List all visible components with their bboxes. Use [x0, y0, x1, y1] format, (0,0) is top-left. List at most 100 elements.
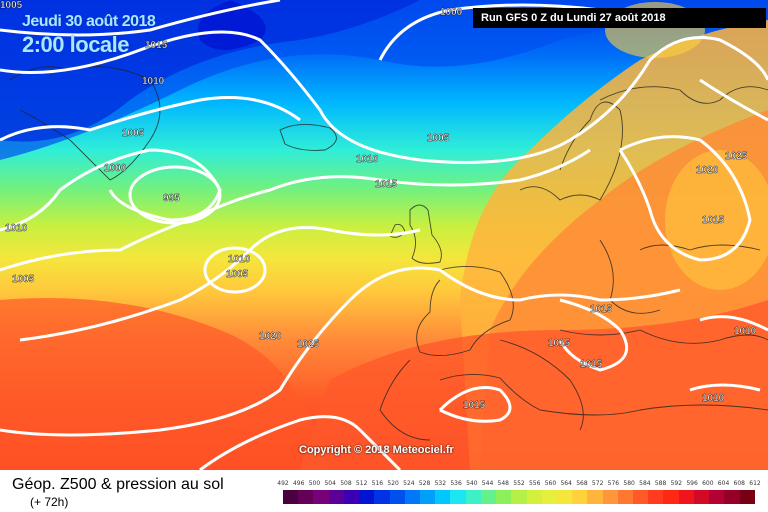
scale-swatch — [496, 490, 512, 504]
scale-label: 504 — [324, 480, 336, 487]
isobar-label: 1015 — [145, 40, 168, 51]
scale-swatch — [374, 490, 390, 504]
scale-swatch — [709, 490, 725, 504]
isobar-label: 1010 — [5, 223, 28, 234]
scale-swatch — [587, 490, 603, 504]
scale-swatch — [633, 490, 649, 504]
scale-swatch — [693, 490, 710, 504]
scale-label: 508 — [340, 480, 352, 487]
ridge-med — [300, 300, 768, 470]
isobar-label: 1010 — [702, 393, 725, 404]
isobar-label: 1010 — [356, 154, 379, 165]
scale-label: 568 — [576, 480, 588, 487]
isobar-label: 1005 — [122, 128, 145, 139]
scale-swatch — [511, 490, 527, 504]
scale-label: 528 — [418, 480, 431, 487]
scale-label: 532 — [434, 480, 447, 487]
scale-swatch — [283, 490, 299, 504]
run-info: Run GFS 0 Z du Lundi 27 août 2018 — [473, 8, 766, 28]
scale-swatch — [663, 490, 679, 504]
scale-label: 544 — [481, 480, 494, 487]
scale-swatch — [724, 490, 740, 504]
scale-label: 516 — [371, 480, 384, 487]
scale-label: 608 — [733, 480, 745, 487]
scale-label: 604 — [717, 480, 730, 487]
scale-label: 512 — [355, 480, 368, 487]
isobar-label: 1005 — [427, 133, 450, 144]
scale-swatch — [465, 490, 481, 504]
high-russia — [665, 150, 768, 290]
scale-label: 548 — [497, 480, 509, 487]
scale-swatch — [480, 490, 497, 504]
scale-swatch — [313, 490, 329, 504]
forecast-date: Jeudi 30 août 2018 — [22, 13, 156, 30]
scale-swatch — [389, 490, 405, 504]
weather-map: 1000 1015 1010 1005 1000 995 1010 1005 1… — [0, 0, 768, 470]
scale-label: 540 — [466, 480, 478, 487]
isobar-label: 1000 — [104, 163, 127, 174]
isobar-label: 1025 — [725, 151, 748, 162]
legend-subtitle: (+ 72h) — [30, 495, 69, 509]
scale-label: 536 — [450, 480, 462, 487]
scale-swatch — [419, 490, 436, 504]
scale-label: 572 — [591, 480, 604, 487]
scale-label: 592 — [670, 480, 683, 487]
scale-label: 556 — [528, 480, 541, 487]
map-canvas: 1000 1015 1010 1005 1000 995 1010 1005 1… — [0, 0, 768, 470]
scale-swatch — [739, 490, 755, 504]
isobar-label: 1015 — [463, 400, 486, 411]
isobar-label: 1020 — [259, 331, 282, 342]
legend-title: Géop. Z500 & pression au sol — [12, 476, 224, 493]
scale-label: 564 — [560, 480, 572, 487]
scale-swatch — [359, 490, 375, 504]
scale-swatch — [526, 490, 542, 504]
isobar-label: 1020 — [696, 165, 719, 176]
scale-label: 492 — [277, 480, 289, 487]
ridge-sw — [0, 298, 330, 470]
scale-label: 560 — [544, 480, 557, 487]
isobar-label: 1015 — [548, 338, 571, 349]
isobar-label: 1015 — [375, 179, 398, 190]
isobar-label: 1000 — [440, 7, 463, 18]
scale-label: 520 — [387, 480, 399, 487]
legend-panel: Géop. Z500 & pression au sol (+ 72h) 492… — [0, 470, 768, 512]
scale-swatch — [556, 490, 573, 504]
isobar-label: 1005 — [12, 274, 35, 285]
isobar-label: 1005 — [226, 269, 249, 280]
scale-label: 496 — [292, 480, 305, 487]
copyright: Copyright © 2018 Meteociel.fr — [299, 444, 454, 456]
isobar-lines — [0, 0, 768, 470]
scale-label: 588 — [654, 480, 667, 487]
scale-label: 552 — [513, 480, 525, 487]
isobar-label: 1005 — [0, 0, 23, 11]
scale-label: 580 — [623, 480, 635, 487]
isobar-label: 1010 — [734, 326, 757, 337]
isobar-label: 1025 — [297, 339, 320, 350]
scale-swatch — [572, 490, 588, 504]
scale-swatch — [648, 490, 664, 504]
scale-swatch — [404, 490, 420, 504]
isobar-label: 995 — [163, 193, 180, 204]
scale-swatch — [298, 490, 314, 504]
scale-label: 576 — [607, 480, 620, 487]
forecast-time: 2:00 locale — [22, 32, 130, 57]
scale-swatch — [450, 490, 466, 504]
scale-swatch — [541, 490, 557, 504]
isobar-label: 1010 — [142, 76, 165, 87]
scale-label: 584 — [639, 480, 651, 487]
isobar-label: 1015 — [590, 304, 613, 315]
isobar-label: 1015 — [580, 359, 603, 370]
scale-swatch — [617, 490, 634, 504]
isobar-label: 1010 — [228, 254, 251, 265]
scale-swatch — [328, 490, 344, 504]
scale-label: 500 — [308, 480, 321, 487]
scale-swatch — [435, 490, 451, 504]
scale-swatch — [343, 490, 360, 504]
scale-label: 596 — [686, 480, 698, 487]
isobar-label: 1015 — [702, 215, 725, 226]
scale-swatch — [678, 490, 694, 504]
scale-label: 612 — [749, 480, 761, 487]
color-scale-bar — [283, 490, 755, 504]
isobar-labels: 1000 1015 1010 1005 1000 995 1010 1005 1… — [0, 0, 757, 411]
scale-swatch — [602, 490, 618, 504]
